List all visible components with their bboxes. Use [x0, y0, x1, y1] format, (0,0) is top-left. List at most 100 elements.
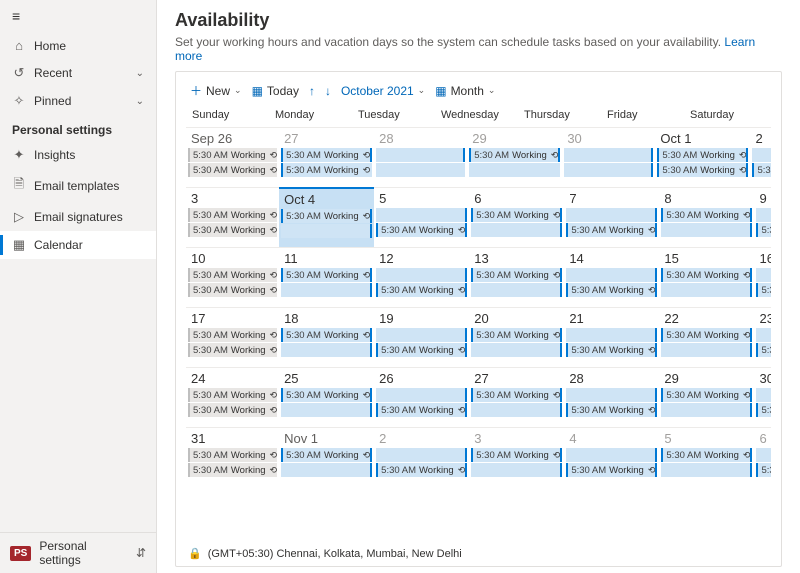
calendar-event[interactable]: 5:30 AMWorking⟲ [281, 224, 372, 238]
sidebar-item[interactable]: ✧Pinned⌄ [0, 87, 156, 115]
calendar-event[interactable]: 5:30 AMWorking⟲ [566, 223, 657, 237]
calendar-event[interactable]: 5:30 AMWorking⟲ [376, 283, 467, 297]
view-picker[interactable]: ▦ Month ⌄ [435, 84, 495, 98]
calendar-event[interactable]: 5:30 AMWorking⟲ [471, 208, 562, 222]
calendar-cell[interactable]: 165:30 AMWorking⟲5:30 AMWorking⟲ [754, 247, 771, 307]
calendar-cell[interactable]: 65:30 AMWorking⟲5:30 AMWorking⟲ [754, 427, 771, 487]
calendar-event[interactable]: 5:30 AMWorking⟲ [752, 148, 771, 162]
calendar-cell[interactable]: 195:30 AMWorking⟲5:30 AMWorking⟲ [374, 307, 469, 367]
calendar-event[interactable]: 5:30 AMWorking⟲ [756, 268, 771, 282]
calendar-event[interactable]: 5:30 AMWorking⟲ [566, 463, 657, 477]
calendar-event[interactable]: 5:30 AMWorking⟲ [471, 283, 562, 297]
calendar-cell[interactable]: 125:30 AMWorking⟲5:30 AMWorking⟲ [374, 247, 469, 307]
calendar-event[interactable]: 5:30 AMWorking⟲ [469, 163, 560, 177]
calendar-cell[interactable]: 75:30 AMWorking⟲5:30 AMWorking⟲ [564, 187, 659, 247]
calendar-cell[interactable]: 255:30 AMWorking⟲5:30 AMWorking⟲ [279, 367, 374, 427]
calendar-event[interactable]: 5:30 AMWorking⟲ [188, 328, 277, 342]
calendar-event[interactable]: 5:30 AMWorking⟲ [376, 208, 467, 222]
calendar-cell[interactable]: 155:30 AMWorking⟲5:30 AMWorking⟲ [659, 247, 754, 307]
calendar-cell[interactable]: 55:30 AMWorking⟲5:30 AMWorking⟲ [659, 427, 754, 487]
calendar-event[interactable]: 5:30 AMWorking⟲ [188, 388, 277, 402]
calendar-event[interactable]: 5:30 AMWorking⟲ [566, 448, 657, 462]
calendar-event[interactable]: 5:30 AMWorking⟲ [376, 163, 465, 177]
calendar-event[interactable]: 5:30 AMWorking⟲ [756, 223, 771, 237]
calendar-event[interactable]: 5:30 AMWorking⟲ [188, 163, 277, 177]
calendar-event[interactable]: 5:30 AMWorking⟲ [188, 148, 277, 162]
new-button[interactable]: ＋ New ⌄ [190, 82, 242, 99]
calendar-cell[interactable]: 45:30 AMWorking⟲5:30 AMWorking⟲ [564, 427, 659, 487]
calendar-event[interactable]: 5:30 AMWorking⟲ [471, 328, 562, 342]
calendar-cell[interactable]: 65:30 AMWorking⟲5:30 AMWorking⟲ [469, 187, 564, 247]
calendar-event[interactable]: 5:30 AMWorking⟲ [471, 223, 562, 237]
calendar-cell[interactable]: 135:30 AMWorking⟲5:30 AMWorking⟲ [469, 247, 564, 307]
calendar-cell[interactable]: 85:30 AMWorking⟲5:30 AMWorking⟲ [659, 187, 754, 247]
calendar-cell[interactable]: 245:30 AMWorking⟲5:30 AMWorking⟲ [186, 367, 279, 427]
calendar-event[interactable]: 5:30 AMWorking⟲ [376, 223, 467, 237]
calendar-event[interactable]: 5:30 AMWorking⟲ [188, 268, 277, 282]
calendar-event[interactable]: 5:30 AMWorking⟲ [756, 343, 771, 357]
calendar-event[interactable]: 5:30 AMWorking⟲ [471, 448, 562, 462]
calendar-cell[interactable]: 275:30 AMWorking⟲5:30 AMWorking⟲ [279, 127, 374, 187]
calendar-cell[interactable]: 175:30 AMWorking⟲5:30 AMWorking⟲ [186, 307, 279, 367]
calendar-event[interactable]: 5:30 AMWorking⟲ [188, 463, 277, 477]
calendar-event[interactable]: 5:30 AMWorking⟲ [281, 148, 372, 162]
calendar-event[interactable]: 5:30 AMWorking⟲ [376, 463, 467, 477]
calendar-cell[interactable]: 215:30 AMWorking⟲5:30 AMWorking⟲ [564, 307, 659, 367]
calendar-cell[interactable]: Nov 15:30 AMWorking⟲5:30 AMWorking⟲ [279, 427, 374, 487]
calendar-event[interactable]: 5:30 AMWorking⟲ [281, 448, 372, 462]
calendar-event[interactable]: 5:30 AMWorking⟲ [661, 268, 752, 282]
calendar-event[interactable]: 5:30 AMWorking⟲ [756, 328, 771, 342]
calendar-cell[interactable]: 95:30 AMWorking⟲5:30 AMWorking⟲ [754, 187, 771, 247]
sidebar-item[interactable]: ⌂Home [0, 32, 156, 59]
calendar-event[interactable]: 5:30 AMWorking⟲ [566, 403, 657, 417]
calendar-event[interactable]: 5:30 AMWorking⟲ [281, 463, 372, 477]
calendar-event[interactable]: 5:30 AMWorking⟲ [661, 463, 752, 477]
calendar-event[interactable]: 5:30 AMWorking⟲ [756, 208, 771, 222]
calendar-cell[interactable]: 35:30 AMWorking⟲5:30 AMWorking⟲ [186, 187, 279, 247]
calendar-event[interactable]: 5:30 AMWorking⟲ [566, 343, 657, 357]
calendar-event[interactable]: 5:30 AMWorking⟲ [756, 448, 771, 462]
calendar-event[interactable]: 5:30 AMWorking⟲ [188, 223, 277, 237]
calendar-event[interactable]: 5:30 AMWorking⟲ [661, 448, 752, 462]
calendar-event[interactable]: 5:30 AMWorking⟲ [471, 343, 562, 357]
calendar-event[interactable]: 5:30 AMWorking⟲ [566, 208, 657, 222]
calendar-cell[interactable]: 115:30 AMWorking⟲5:30 AMWorking⟲ [279, 247, 374, 307]
calendar-cell[interactable]: 305:30 AMWorking⟲5:30 AMWorking⟲ [754, 367, 771, 427]
calendar-cell[interactable]: 205:30 AMWorking⟲5:30 AMWorking⟲ [469, 307, 564, 367]
calendar-cell[interactable]: 315:30 AMWorking⟲5:30 AMWorking⟲ [186, 427, 279, 487]
sidebar-item[interactable]: ▦Calendar [0, 231, 156, 259]
calendar-event[interactable]: 5:30 AMWorking⟲ [471, 388, 562, 402]
calendar-cell[interactable]: 185:30 AMWorking⟲5:30 AMWorking⟲ [279, 307, 374, 367]
next-button[interactable]: ↓ [325, 84, 331, 98]
calendar-cell[interactable]: Oct 45:30 AMWorking⟲5:30 AMWorking⟲ [279, 187, 374, 247]
calendar-event[interactable]: 5:30 AMWorking⟲ [281, 388, 372, 402]
calendar-event[interactable]: 5:30 AMWorking⟲ [281, 163, 372, 177]
calendar-event[interactable]: 5:30 AMWorking⟲ [566, 328, 657, 342]
sidebar-item[interactable]: ↺Recent⌄ [0, 59, 156, 87]
calendar-event[interactable]: 5:30 AMWorking⟲ [756, 463, 771, 477]
sidebar-item[interactable]: 🗎Email templates [0, 169, 156, 203]
calendar-cell[interactable]: 55:30 AMWorking⟲5:30 AMWorking⟲ [374, 187, 469, 247]
prev-button[interactable]: ↑ [309, 84, 315, 98]
calendar-event[interactable]: 5:30 AMWorking⟲ [281, 343, 372, 357]
calendar-cell[interactable]: 295:30 AMWorking⟲5:30 AMWorking⟲ [659, 367, 754, 427]
period-picker[interactable]: October 2021 ⌄ [341, 84, 425, 98]
calendar-cell[interactable]: 225:30 AMWorking⟲5:30 AMWorking⟲ [659, 307, 754, 367]
calendar-event[interactable]: 5:30 AMWorking⟲ [661, 208, 752, 222]
calendar-event[interactable]: 5:30 AMWorking⟲ [471, 403, 562, 417]
calendar-event[interactable]: 5:30 AMWorking⟲ [756, 388, 771, 402]
calendar-event[interactable]: 5:30 AMWorking⟲ [281, 268, 372, 282]
calendar-cell[interactable]: 25:30 AMWorking⟲5:30 AMWorking⟲ [750, 127, 771, 187]
footer-updown-icon[interactable]: ⇵ [136, 546, 146, 560]
calendar-cell[interactable]: 25:30 AMWorking⟲5:30 AMWorking⟲ [374, 427, 469, 487]
calendar-event[interactable]: 5:30 AMWorking⟲ [188, 343, 277, 357]
calendar-event[interactable]: 5:30 AMWorking⟲ [376, 403, 467, 417]
hamburger-button[interactable]: ≡ [0, 0, 156, 32]
calendar-event[interactable]: 5:30 AMWorking⟲ [281, 403, 372, 417]
calendar-event[interactable]: 5:30 AMWorking⟲ [564, 148, 653, 162]
calendar-event[interactable]: 5:30 AMWorking⟲ [661, 403, 752, 417]
calendar-cell[interactable]: 105:30 AMWorking⟲5:30 AMWorking⟲ [186, 247, 279, 307]
calendar-event[interactable]: 5:30 AMWorking⟲ [471, 463, 562, 477]
calendar-event[interactable]: 5:30 AMWorking⟲ [188, 283, 277, 297]
calendar-cell[interactable]: 285:30 AMWorking⟲5:30 AMWorking⟲ [564, 367, 659, 427]
